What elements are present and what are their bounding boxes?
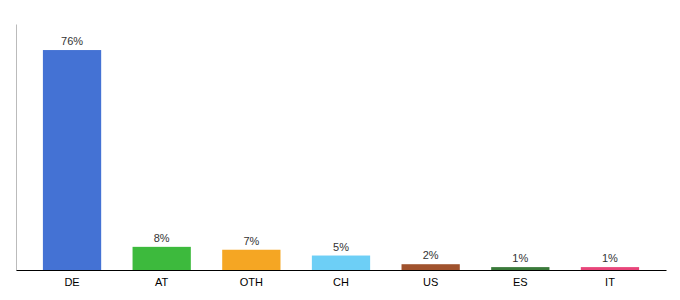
x-tick-label: ES bbox=[513, 276, 528, 288]
data-label: 1% bbox=[512, 252, 528, 264]
data-label: 2% bbox=[423, 249, 439, 261]
data-label: 5% bbox=[333, 241, 349, 253]
y-axis bbox=[16, 25, 17, 271]
bar bbox=[581, 267, 639, 270]
x-tick: OTH bbox=[240, 276, 263, 288]
bar bbox=[222, 250, 280, 270]
bars bbox=[43, 50, 639, 270]
data-label: 7% bbox=[243, 235, 259, 247]
data-label: 76% bbox=[61, 35, 83, 47]
bar bbox=[491, 267, 549, 270]
bar bbox=[133, 247, 191, 270]
data-label: 1% bbox=[602, 252, 618, 264]
bar bbox=[43, 50, 101, 270]
x-tick: AT bbox=[155, 276, 169, 288]
data-label: 8% bbox=[154, 232, 170, 244]
y-axis-line bbox=[16, 25, 17, 271]
x-tick-label: OTH bbox=[240, 276, 263, 288]
plot: DE AT OTH CH US ES IT 76% 8% 7% 5% 2% 1% 1% bbox=[17, 25, 667, 288]
x-tick-label: DE bbox=[64, 276, 79, 288]
bar bbox=[312, 256, 370, 270]
bar bbox=[402, 264, 460, 270]
x-axis: DE AT OTH CH US ES IT bbox=[17, 271, 667, 288]
x-tick: DE bbox=[64, 276, 79, 288]
x-tick-label: US bbox=[423, 276, 438, 288]
x-tick: CH bbox=[333, 276, 349, 288]
x-tick-label: IT bbox=[605, 276, 615, 288]
x-tick: IT bbox=[605, 276, 615, 288]
x-tick-label: AT bbox=[155, 276, 169, 288]
x-tick: ES bbox=[513, 276, 528, 288]
x-axis-line bbox=[17, 270, 667, 271]
x-tick: US bbox=[423, 276, 438, 288]
x-tick-label: CH bbox=[333, 276, 349, 288]
chart: DE AT OTH CH US ES IT 76% 8% 7% 5% 2% 1% 1% bbox=[0, 0, 680, 300]
data-labels: 76% 8% 7% 5% 2% 1% 1% bbox=[61, 35, 618, 264]
